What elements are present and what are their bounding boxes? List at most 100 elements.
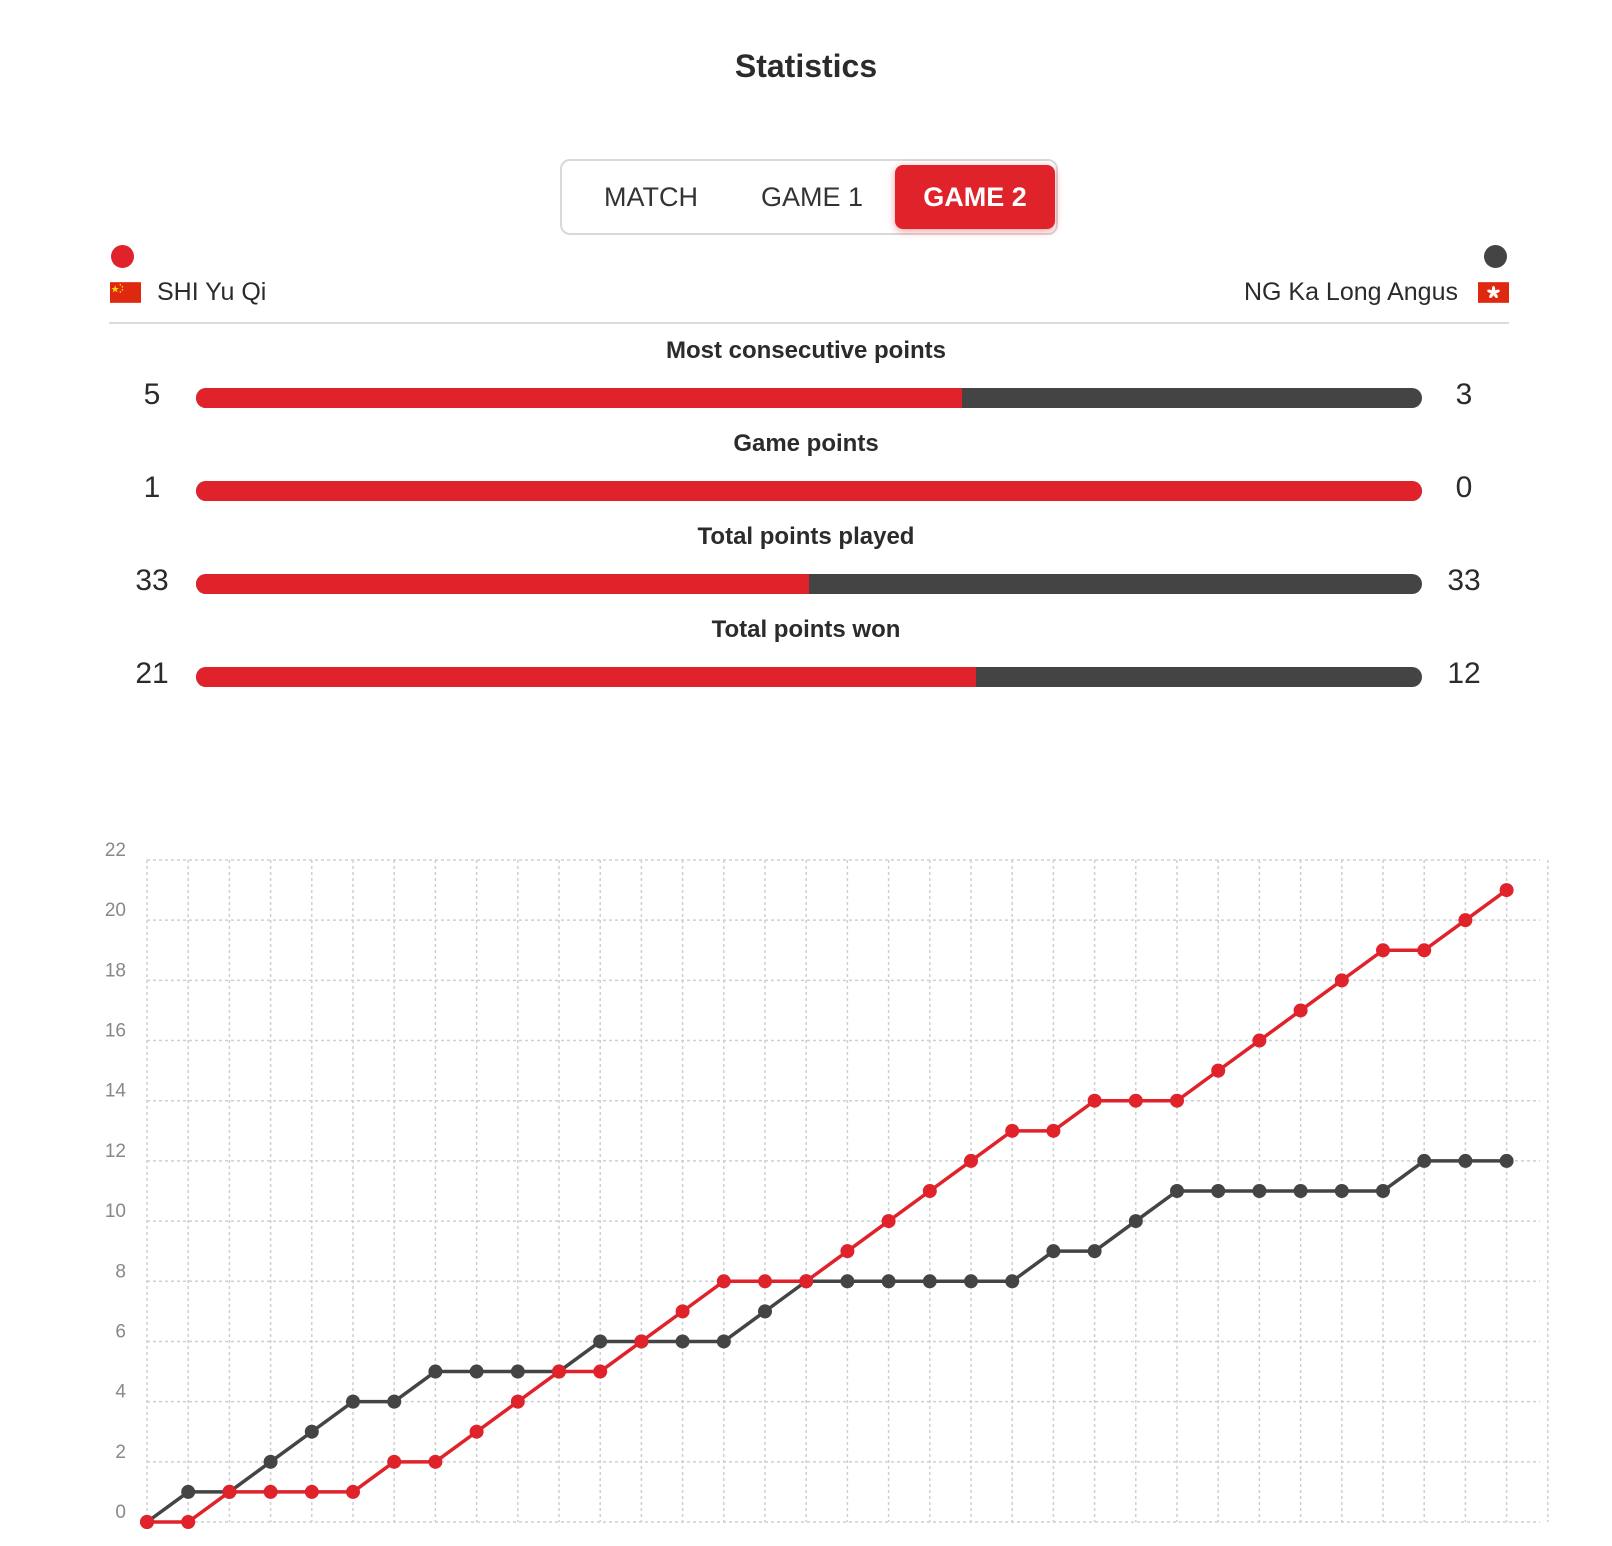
data-point-player2 — [964, 1274, 978, 1289]
y-tick-label: 22 — [105, 840, 126, 861]
header-divider — [109, 322, 1509, 324]
y-tick-label: 20 — [105, 900, 126, 921]
data-point-player2 — [758, 1304, 772, 1319]
data-point-player2 — [675, 1334, 690, 1349]
player2-name: NG Ka Long Angus — [1243, 278, 1458, 306]
data-point-player1 — [387, 1454, 402, 1469]
data-point-player1 — [1211, 1063, 1226, 1078]
y-tick-label: 0 — [115, 1502, 126, 1523]
data-point-player2 — [181, 1484, 196, 1499]
y-tick-label: 12 — [105, 1141, 126, 1162]
data-point-player2 — [840, 1274, 855, 1289]
stat-left-value: 1 — [143, 471, 161, 504]
stat-bar — [196, 667, 1422, 687]
data-point-player2 — [428, 1364, 443, 1379]
data-point-player2 — [263, 1454, 278, 1469]
stat-title: Total points won — [711, 616, 901, 643]
score-progression-chart: 0 2 4 6 8 10 12 14 16 18 20 22 — [105, 840, 1549, 1529]
data-point-player2 — [1499, 1153, 1514, 1168]
data-point-player1 — [799, 1274, 814, 1289]
data-point-player1 — [1087, 1093, 1102, 1108]
data-point-player1 — [922, 1184, 937, 1198]
data-point-player2 — [469, 1364, 484, 1379]
player2-color-dot — [1484, 245, 1507, 268]
data-point-player2 — [1128, 1214, 1143, 1229]
data-point-player2 — [1211, 1184, 1226, 1198]
stat-title: Total points played — [697, 523, 915, 550]
stat-bar — [196, 574, 1422, 594]
y-tick-label: 8 — [115, 1261, 126, 1282]
stat-right-value: 3 — [1455, 378, 1473, 411]
data-point-player1 — [1334, 973, 1349, 988]
stat-bar-fill — [196, 574, 809, 594]
data-point-player2 — [1417, 1153, 1432, 1168]
y-tick-label: 6 — [115, 1321, 126, 1342]
stat-bar-fill — [196, 388, 963, 408]
data-point-player1 — [552, 1364, 566, 1379]
series-line-player1 — [147, 888, 1508, 1524]
data-point-player1 — [1252, 1033, 1267, 1048]
data-point-player1 — [881, 1214, 896, 1229]
data-point-player2 — [1252, 1184, 1267, 1198]
stat-bar — [196, 481, 1422, 501]
stat-bar-fill — [196, 481, 1422, 501]
data-point-player1 — [346, 1484, 360, 1499]
y-tick-label: 18 — [105, 960, 126, 981]
data-point-player2 — [716, 1334, 731, 1349]
data-point-player1 — [1417, 943, 1432, 958]
stat-bar-fill — [196, 667, 976, 687]
data-point-player1 — [469, 1424, 484, 1439]
data-point-player1 — [1293, 1003, 1308, 1018]
data-point-player2 — [922, 1274, 937, 1289]
data-point-player2 — [1293, 1184, 1308, 1198]
y-tick-label: 16 — [105, 1021, 126, 1042]
data-point-player1 — [181, 1515, 196, 1529]
data-point-player2 — [304, 1424, 319, 1439]
y-tick-label: 10 — [105, 1201, 126, 1222]
data-point-player1 — [964, 1153, 978, 1168]
data-point-player2 — [1170, 1184, 1184, 1198]
data-point-player2 — [1458, 1153, 1473, 1168]
data-point-player2 — [1376, 1184, 1390, 1198]
tab-match[interactable]: MATCH — [604, 182, 698, 212]
tab-game-1[interactable]: GAME 1 — [760, 182, 864, 212]
stat-right-value: 33 — [1447, 564, 1481, 597]
data-point-player1 — [222, 1484, 237, 1499]
data-point-player2 — [510, 1364, 525, 1379]
tab-game-2[interactable]: GAME 2 — [895, 165, 1055, 229]
data-point-player2 — [387, 1394, 402, 1409]
stat-title: Most consecutive points — [665, 337, 947, 364]
data-point-player1 — [428, 1454, 443, 1469]
data-point-player1 — [593, 1364, 608, 1379]
game-tabs: MATCH GAME 1 GAME 2 — [560, 159, 1058, 235]
hong-kong-flag-icon — [1478, 282, 1509, 303]
page-title: Statistics — [734, 48, 878, 84]
data-point-player1 — [1170, 1093, 1184, 1108]
data-point-player1 — [634, 1334, 649, 1349]
y-tick-label: 4 — [115, 1382, 126, 1403]
data-point-player1 — [840, 1244, 855, 1259]
data-point-player2 — [1005, 1274, 1020, 1289]
data-point-player1 — [1046, 1123, 1061, 1138]
y-tick-label: 14 — [105, 1081, 127, 1102]
stat-left-value: 5 — [143, 378, 161, 411]
data-point-player1 — [510, 1394, 525, 1409]
series-line-player2 — [145, 1159, 1507, 1524]
data-point-player2 — [1087, 1244, 1102, 1259]
stat-bar — [196, 388, 1422, 408]
player1-name: SHI Yu Qi — [157, 278, 267, 306]
data-point-player1 — [1376, 943, 1390, 958]
stat-right-value: 0 — [1455, 471, 1473, 504]
data-point-player1 — [1499, 883, 1514, 898]
data-point-player2 — [1046, 1244, 1061, 1259]
data-point-player1 — [758, 1274, 772, 1289]
stat-title: Game points — [733, 430, 879, 457]
data-point-player1 — [1005, 1123, 1020, 1138]
data-point-player1 — [716, 1274, 731, 1289]
data-point-player2 — [593, 1334, 608, 1349]
stat-right-value: 12 — [1447, 657, 1481, 690]
player1-color-dot — [111, 245, 134, 268]
data-point-player1 — [304, 1484, 319, 1499]
data-point-player2 — [881, 1274, 896, 1289]
data-point-player1 — [675, 1304, 690, 1319]
